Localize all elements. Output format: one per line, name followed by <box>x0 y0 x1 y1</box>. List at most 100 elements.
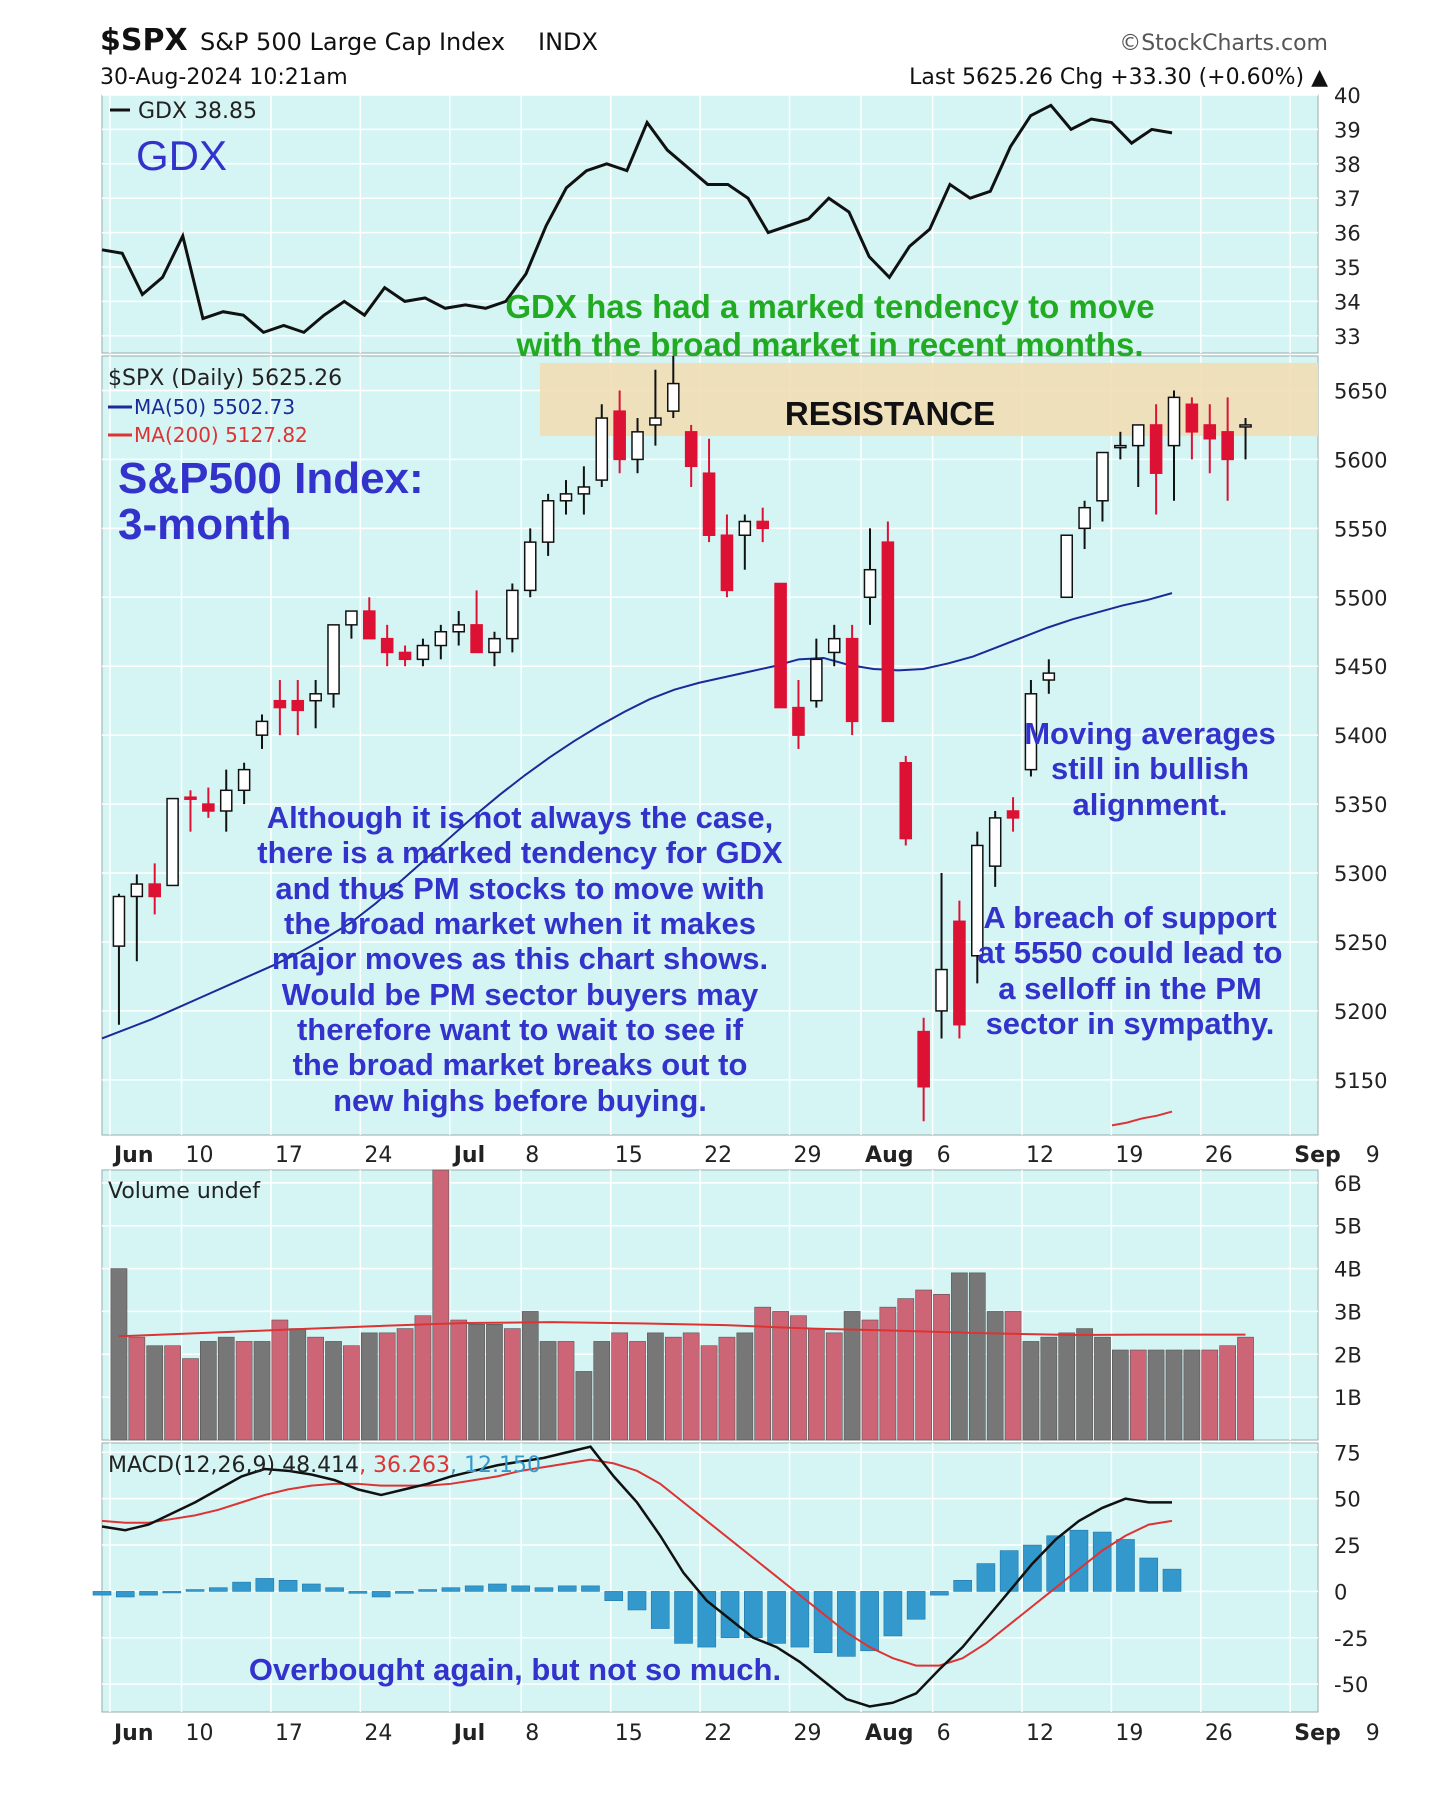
candle-body <box>237 768 251 792</box>
candle-body <box>166 797 179 887</box>
exchange-label: INDX <box>538 28 598 56</box>
volume-axis-tick: 6B <box>1334 1172 1362 1196</box>
volume-axis-tick: 1B <box>1334 1386 1362 1410</box>
volume-bar <box>736 1332 754 1441</box>
price-axis-tick: 5150 <box>1334 1069 1387 1093</box>
candle-body <box>1131 424 1145 447</box>
volume-bar <box>951 1272 968 1441</box>
macd-histogram-bar <box>115 1591 135 1598</box>
macd-histogram-bar <box>813 1591 833 1653</box>
candle-body <box>774 582 787 709</box>
price-x-xtick: 12 <box>1026 1143 1054 1168</box>
candle-body <box>1060 534 1073 599</box>
volume-bar <box>754 1306 772 1441</box>
price-x-xtick: 10 <box>186 1143 214 1168</box>
candle-body <box>219 789 233 812</box>
macd-histogram-bar <box>790 1591 810 1648</box>
macd-x-xtick: 17 <box>275 1721 303 1746</box>
volume-bar <box>217 1336 235 1441</box>
price-x-xtick: 26 <box>1205 1143 1233 1168</box>
index-name: S&P 500 Large Cap Index <box>200 28 505 56</box>
candle-body <box>899 761 913 840</box>
ma200-legend: MA(200) 5127.82 <box>134 423 308 447</box>
macd-histogram-bar <box>348 1591 368 1594</box>
volume-bar <box>1040 1336 1058 1441</box>
candle-body <box>1114 444 1127 449</box>
macd-legend-hist: , 12.150 <box>450 1453 541 1478</box>
volume-bar <box>1094 1336 1111 1441</box>
macd-histogram-bar <box>162 1591 182 1594</box>
volume-bar <box>861 1319 879 1441</box>
macd-histogram-bar <box>92 1591 112 1596</box>
macd-histogram-bar <box>1116 1539 1135 1592</box>
price-x-xtick: 17 <box>275 1143 303 1168</box>
candle-body <box>309 693 322 702</box>
macd-x-xtick: Aug <box>865 1721 913 1746</box>
price-x-xtick: Aug <box>865 1143 913 1168</box>
candle-body <box>1024 693 1038 771</box>
price-legend: $SPX (Daily) 5625.26 <box>108 366 342 391</box>
macd-histogram-bar <box>650 1591 670 1629</box>
volume-bar <box>325 1341 342 1441</box>
macd-x-xtick: Jul <box>452 1721 485 1746</box>
candle-body <box>917 1030 930 1088</box>
volume-bar <box>343 1345 360 1441</box>
macd-histogram-bar <box>511 1585 530 1592</box>
price-x-xtick: Jun <box>112 1143 154 1168</box>
price-x-xtick: 15 <box>615 1143 643 1168</box>
volume-bar <box>933 1293 950 1441</box>
macd-histogram-bar <box>534 1587 554 1592</box>
candle-body <box>559 493 573 502</box>
volume-bar <box>414 1315 432 1441</box>
candle-body <box>935 968 948 1012</box>
macd-histogram-bar <box>930 1591 949 1596</box>
volume-bar <box>1004 1311 1022 1441</box>
last-chg-readout: Last 5625.26 Chg +33.30 (+0.60%) ▲ <box>909 65 1328 90</box>
candle-body <box>184 796 197 800</box>
ma50-legend: MA(50) 5502.73 <box>134 395 295 419</box>
gdx-note: GDX has had a marked tendency to move wi… <box>505 288 1155 363</box>
volume-bar <box>235 1341 253 1441</box>
volume-bar <box>396 1328 414 1441</box>
volume-bar <box>1183 1349 1201 1441</box>
volume-bar <box>164 1345 181 1441</box>
candle-body <box>416 644 430 661</box>
candle-body <box>720 534 734 592</box>
macd-histogram-bar <box>976 1563 996 1592</box>
macd-histogram-bar <box>744 1591 763 1639</box>
candle-body <box>792 706 805 736</box>
macd-histogram-bar <box>185 1589 205 1592</box>
macd-histogram-bar <box>255 1578 275 1592</box>
macd-histogram-bar <box>906 1591 926 1620</box>
volume-bar <box>486 1323 503 1441</box>
volume-bar <box>897 1298 915 1441</box>
volume-bar <box>539 1341 557 1441</box>
volume-bar <box>664 1336 682 1441</box>
resistance-label: RESISTANCE <box>784 395 996 432</box>
candle-body <box>810 658 823 702</box>
candle-body <box>702 472 716 536</box>
macd-histogram-bar <box>557 1585 577 1592</box>
macd-histogram-bar <box>488 1583 507 1592</box>
support-note: A breach of support at 5550 could lead t… <box>977 900 1283 1041</box>
candle-body <box>434 631 448 647</box>
candle-body <box>345 610 358 626</box>
price-x-xtick: 8 <box>525 1143 539 1168</box>
candle-body <box>738 520 752 536</box>
price-x-xtick: 19 <box>1115 1143 1143 1168</box>
candle-body <box>327 624 340 695</box>
price-axis-tick: 5450 <box>1334 655 1387 679</box>
candle-body <box>398 651 412 661</box>
volume-bar <box>1112 1349 1129 1441</box>
gdx-axis-tick: 38 <box>1334 153 1361 177</box>
price-axis-tick: 5400 <box>1334 724 1387 748</box>
macd-x-xtick: 9 <box>1366 1721 1380 1746</box>
volume-bar <box>682 1332 700 1441</box>
volume-bar <box>200 1341 217 1441</box>
macd-x-xtick: 15 <box>615 1721 643 1746</box>
price-x-xtick: 9 <box>1366 1143 1380 1168</box>
datetime-label: 30-Aug-2024 10:21am <box>100 65 348 90</box>
gdx-axis-tick: 35 <box>1334 256 1361 280</box>
macd-histogram-bar <box>883 1591 903 1637</box>
